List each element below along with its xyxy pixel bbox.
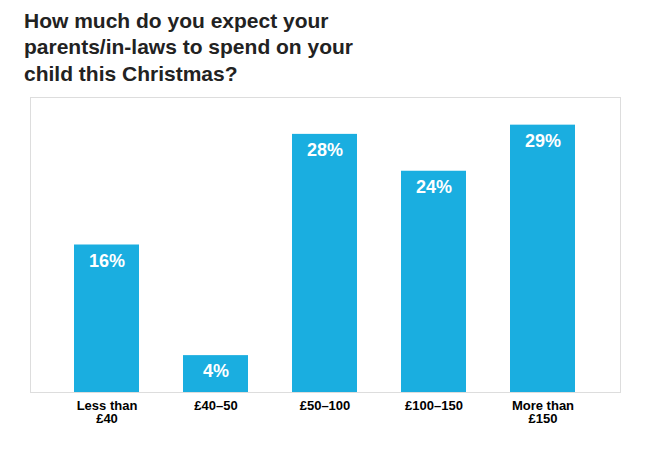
html-text:How much do you expect your pa: How much do you expect your parents/in-l… (24, 9, 353, 85)
svg-text:£50–100: £50–100 (300, 397, 351, 412)
svg-text:4%: 4% (203, 361, 229, 381)
svg-text:Less than£40: Less than£40 (77, 397, 138, 425)
svg-text:16%: 16% (89, 251, 125, 271)
svg-text:24%: 24% (416, 177, 452, 197)
svg-text:£100–150: £100–150 (405, 397, 463, 412)
svg-text:More than£150: More than£150 (512, 397, 574, 425)
svg-text:29%: 29% (525, 131, 561, 151)
svg-text:28%: 28% (307, 140, 343, 160)
svg-text:£40–50: £40–50 (194, 397, 237, 412)
